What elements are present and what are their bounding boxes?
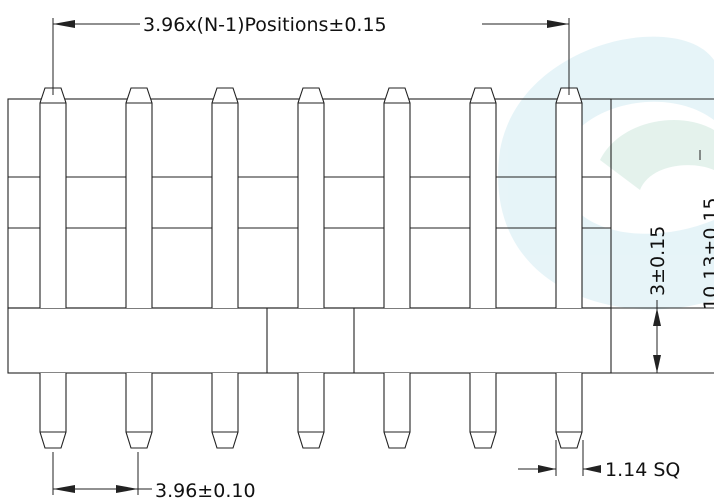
dimension-pitch-total: 3.96x(N-1)Positions±0.15 — [52, 14, 570, 95]
pin-top — [211, 87, 239, 308]
pin-top — [125, 87, 153, 308]
pin-bottom — [125, 373, 153, 449]
watermark-logo — [498, 36, 714, 310]
pin-size-label: 1.14 SQ — [605, 459, 680, 481]
dimension-pitch: 3.96±0.10 — [52, 452, 256, 502]
pin-top — [39, 87, 67, 308]
pitch-total-label: 3.96x(N-1)Positions±0.15 — [143, 14, 387, 36]
pin-bottom — [383, 373, 411, 449]
pin-top — [555, 87, 583, 308]
partial-right-label: 10.13±0.15 — [700, 197, 714, 310]
dimension-partial-right: 10.13±0.15 — [611, 98, 714, 310]
pin-top — [297, 87, 325, 308]
pin-bottom — [469, 373, 497, 449]
pin-top — [469, 87, 497, 308]
dimension-height: 3±0.15 — [611, 226, 714, 374]
pin-group — [39, 87, 583, 449]
pitch-label: 3.96±0.10 — [155, 480, 256, 502]
pin-bottom — [555, 373, 583, 449]
height-label: 3±0.15 — [647, 226, 669, 296]
pin-bottom — [39, 373, 67, 449]
pin-bottom — [297, 373, 325, 449]
pin-top — [383, 87, 411, 308]
pin-bottom — [211, 373, 239, 449]
dimension-pin-size: 1.14 SQ — [518, 440, 680, 481]
